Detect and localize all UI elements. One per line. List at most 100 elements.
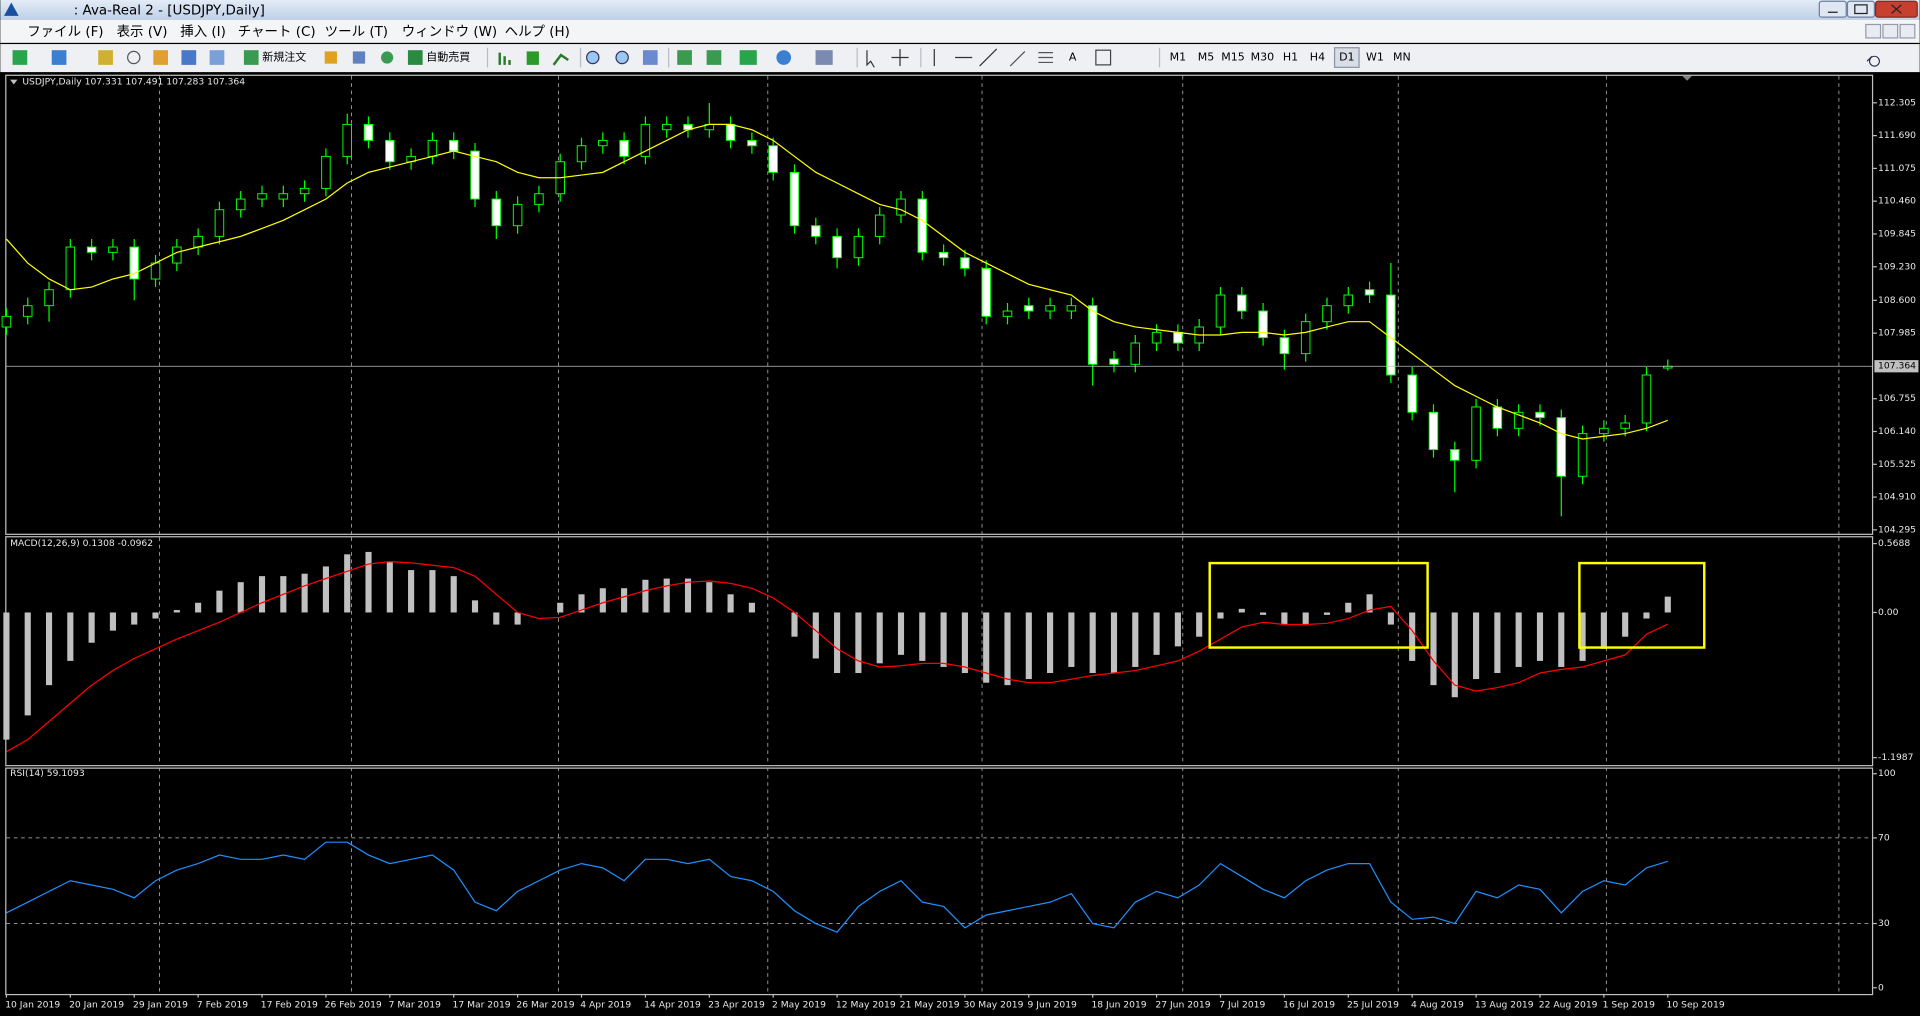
mdi-minimize[interactable]: [1865, 23, 1882, 39]
candle-body: [278, 193, 289, 200]
macd-bar: [88, 612, 95, 643]
menu-item[interactable]: 表示 (V): [117, 24, 168, 40]
mdi-close[interactable]: [1899, 23, 1916, 39]
candle-body: [470, 150, 480, 200]
macd-bar: [1600, 612, 1607, 649]
candle-body: [150, 262, 161, 280]
app-icon: [3, 2, 19, 16]
candle-body: [1492, 406, 1503, 429]
macd-bar: [1387, 612, 1394, 625]
candle-body: [321, 155, 331, 189]
macd-bar: [109, 612, 116, 631]
x-tick-label: 25 Jul 2019: [1347, 999, 1399, 1010]
candle-body: [1024, 305, 1034, 312]
menu-item[interactable]: ウィンドウ (W): [402, 24, 497, 40]
candle-body: [1641, 374, 1652, 424]
macd-bar: [1174, 612, 1181, 647]
maximize-button[interactable]: [1846, 0, 1876, 18]
minimize-button[interactable]: [1818, 0, 1847, 18]
macd-bar: [1281, 612, 1288, 625]
window-button-icons: [1827, 4, 1902, 15]
x-tick-label: 10 Jan 2019: [5, 999, 60, 1010]
timeframe-button[interactable]: W1: [1366, 51, 1384, 64]
candle-body: [1173, 331, 1183, 344]
candle-body: [1237, 294, 1247, 312]
highlight-box: [1208, 561, 1429, 649]
candle-body: [1428, 411, 1439, 451]
candle-body: [427, 139, 438, 157]
candle-body: [1, 315, 12, 328]
macd-bar: [1622, 612, 1629, 637]
menu-item[interactable]: ファイル (F): [27, 25, 103, 40]
candle-body: [1002, 310, 1013, 317]
y-tick-label: 105.525: [1878, 459, 1916, 470]
macd-bar: [1004, 612, 1011, 686]
macd-bar: [983, 612, 990, 683]
y-tick-label: 109.230: [1878, 261, 1916, 272]
x-tick-label: 14 Apr 2019: [644, 999, 701, 1010]
toolbar-icons: A: [12, 47, 1161, 68]
macd-bar: [1430, 612, 1437, 686]
macd-bar: [152, 612, 159, 619]
shift-marker: [1682, 75, 1693, 81]
highlight-box: [1578, 561, 1706, 649]
candle-body: [491, 198, 502, 227]
candle-body: [1471, 406, 1481, 461]
candle-body: [65, 246, 76, 291]
mdi-restore[interactable]: [1882, 23, 1899, 39]
x-tick-label: 7 Feb 2019: [197, 999, 248, 1010]
timeframe-button[interactable]: D1: [1339, 51, 1354, 64]
candle-body: [1300, 321, 1311, 355]
candle-body: [1322, 305, 1332, 323]
macd-bar: [1302, 612, 1309, 625]
candle-body: [896, 198, 906, 216]
macd-bar: [258, 576, 266, 613]
x-tick-label: 29 Jan 2019: [133, 999, 188, 1010]
macd-bar: [471, 600, 479, 613]
candle-body: [747, 139, 757, 147]
y-tick-label: -1.1987: [1878, 752, 1914, 763]
candle-body: [44, 289, 54, 307]
macd-bar: [365, 551, 372, 613]
timeframe-button[interactable]: M5: [1198, 51, 1215, 64]
timeframe-button[interactable]: H4: [1310, 51, 1325, 64]
y-tick-label: 0.00: [1878, 607, 1899, 618]
rsi-panel: [5, 767, 1874, 996]
menu-item[interactable]: チャート (C): [238, 25, 316, 40]
candle-body: [1087, 305, 1098, 365]
search-icon[interactable]: [1866, 55, 1880, 67]
macd-bar: [642, 579, 649, 613]
menu-item[interactable]: ヘルプ (H): [505, 24, 570, 40]
candle-body: [257, 193, 267, 200]
candle-body: [1130, 342, 1141, 365]
macd-bar: [1473, 612, 1480, 680]
candle-body: [193, 235, 203, 248]
candle-body: [619, 139, 629, 157]
price-label: 107.364: [1878, 361, 1916, 372]
macd-bar: [961, 612, 968, 674]
new-order-button[interactable]: 新規注文: [262, 50, 306, 64]
candle-body: [1045, 305, 1055, 312]
x-tick-label: 10 Sep 2019: [1667, 999, 1725, 1010]
timeframe-button[interactable]: H1: [1283, 51, 1298, 64]
macd-bar: [1068, 612, 1075, 667]
timeframe-button[interactable]: M1: [1170, 51, 1187, 64]
macd-bar: [450, 576, 457, 613]
macd-bar: [663, 578, 670, 613]
timeframe-button[interactable]: M30: [1251, 51, 1275, 64]
auto-trading-button[interactable]: 自動売買: [426, 50, 470, 64]
macd-bar: [301, 573, 308, 613]
menu-item[interactable]: 挿入 (I): [180, 24, 226, 40]
candle-body: [1577, 433, 1588, 477]
timeframe-button[interactable]: M15: [1221, 51, 1245, 64]
panel-title: RSI(14) 59.1093: [10, 768, 85, 779]
menu-item[interactable]: ツール (T): [325, 25, 388, 40]
candle-body: [108, 246, 118, 253]
timeframe-button[interactable]: MN: [1393, 51, 1411, 64]
macd-bar: [791, 612, 798, 637]
candle-body: [1599, 427, 1609, 435]
candle-body: [1066, 305, 1077, 312]
x-tick-label: 26 Mar 2019: [516, 999, 574, 1010]
candle-body: [214, 209, 225, 237]
macd-bar: [1345, 602, 1352, 613]
